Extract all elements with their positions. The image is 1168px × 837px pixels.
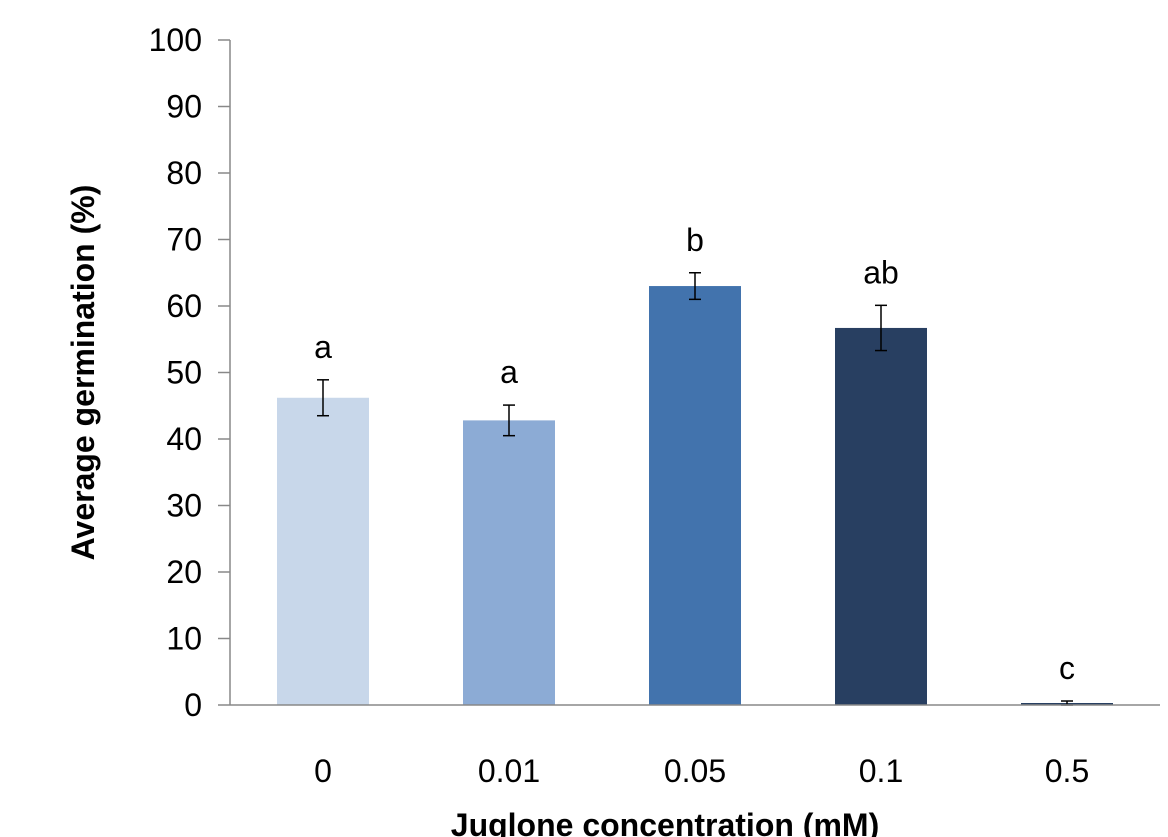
significance-label: c [1059, 650, 1075, 686]
y-tick-label: 0 [184, 687, 202, 723]
significance-label: b [686, 222, 704, 258]
x-tick-label: 0.05 [664, 753, 726, 789]
x-axis-title: Juglone concentration (mM) [451, 807, 879, 837]
y-tick-label: 70 [166, 222, 202, 258]
x-tick-label: 0.01 [478, 753, 540, 789]
x-tick-label: 0.1 [859, 753, 903, 789]
y-tick-label: 40 [166, 421, 202, 457]
significance-label: a [314, 329, 332, 365]
x-axis-ticks: 0 0.01 0.05 0.1 0.5 [314, 753, 1089, 789]
significance-label: a [500, 354, 518, 390]
y-tick-label: 20 [166, 554, 202, 590]
bar [649, 286, 741, 705]
y-axis-title: Average germination (%) [65, 185, 101, 561]
x-tick-label: 0.5 [1045, 753, 1089, 789]
bars [277, 286, 1113, 705]
bar [277, 397, 369, 705]
bar [835, 327, 927, 705]
y-tick-label: 80 [166, 155, 202, 191]
y-axis-ticks: 0 10 20 30 40 50 60 70 80 90 100 [149, 22, 230, 723]
bar [463, 420, 555, 705]
y-tick-label: 60 [166, 288, 202, 324]
y-tick-label: 10 [166, 621, 202, 657]
significance-label: ab [863, 254, 899, 290]
y-tick-label: 90 [166, 89, 202, 125]
y-tick-label: 100 [149, 22, 202, 58]
y-tick-label: 30 [166, 488, 202, 524]
y-tick-label: 50 [166, 355, 202, 391]
x-tick-label: 0 [314, 753, 332, 789]
